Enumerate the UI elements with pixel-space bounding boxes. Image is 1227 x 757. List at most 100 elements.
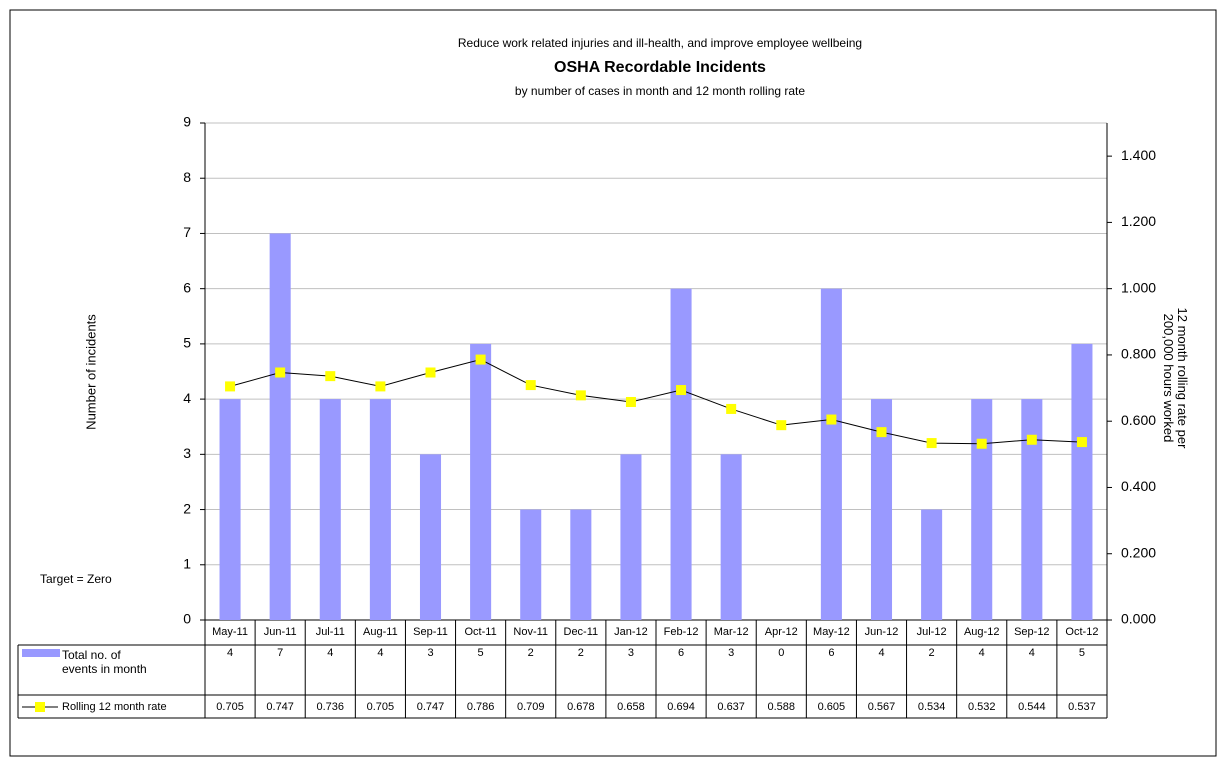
table-value: 0.532 <box>968 701 996 713</box>
bar <box>870 399 893 620</box>
x-tick-label: Aug-12 <box>964 626 999 638</box>
x-tick-label: Jun-12 <box>865 626 899 638</box>
rate-marker <box>726 403 737 414</box>
table-value: 0.736 <box>317 701 345 713</box>
chart-supertitle: Reduce work related injuries and ill-hea… <box>458 36 862 50</box>
table-value: 0.637 <box>717 701 745 713</box>
bar <box>921 509 943 620</box>
y2-tick-label: 1.000 <box>1121 279 1156 295</box>
table-value: 4 <box>1029 647 1035 659</box>
x-tick-label: Jun-11 <box>264 626 297 638</box>
frame <box>9 9 1217 757</box>
table-value: 0.747 <box>417 701 445 713</box>
y2-tick-label: 0.800 <box>1121 346 1156 362</box>
rate-marker <box>1026 434 1037 445</box>
bar <box>1021 399 1043 620</box>
bar <box>1071 343 1093 620</box>
bar <box>470 343 492 620</box>
table-value: 4 <box>377 647 383 659</box>
bar <box>419 454 442 620</box>
x-tick-label: Feb-12 <box>664 626 699 638</box>
table-value: 0.747 <box>266 701 294 713</box>
table-value: 0.544 <box>1018 701 1046 713</box>
x-tick-label: Mar-12 <box>714 626 749 638</box>
bar <box>570 509 592 620</box>
y-tick-label: 9 <box>183 114 191 130</box>
y2-tick-label: 0.000 <box>1121 611 1156 627</box>
x-tick-label: Oct-12 <box>1065 626 1098 638</box>
y-axis-label: Number of incidents <box>83 314 98 430</box>
rate-marker <box>425 367 436 378</box>
table-value: 3 <box>427 647 433 659</box>
table-value: 3 <box>728 647 734 659</box>
table-value: 2 <box>929 647 935 659</box>
table-value: 5 <box>1079 647 1085 659</box>
y2-tick-label: 0.400 <box>1121 478 1156 494</box>
table-value: 0.694 <box>667 701 695 713</box>
table-value: 6 <box>678 647 684 659</box>
table-value: 0.786 <box>467 701 495 713</box>
y-tick-label: 1 <box>183 555 191 571</box>
rate-marker <box>475 354 486 365</box>
rate-marker <box>676 385 687 396</box>
y2-axis-label: 12 month rolling rate per 200,000 hours … <box>1161 307 1190 449</box>
table-value: 0.567 <box>868 701 896 713</box>
x-tick-label: Sep-12 <box>1014 626 1049 638</box>
x-tick-label: Jan-12 <box>614 626 648 638</box>
rate-marker <box>776 420 787 431</box>
rate-marker <box>575 390 586 401</box>
x-tick-label: Oct-11 <box>465 626 497 638</box>
legend-bar-label: Total no. of events in month <box>62 648 147 676</box>
y2-tick-label: 0.200 <box>1121 544 1156 560</box>
x-tick-label: Nov-11 <box>513 626 548 638</box>
table-value: 4 <box>227 647 233 659</box>
rate-marker <box>525 380 536 391</box>
rate-marker <box>275 367 286 378</box>
table-value: 6 <box>828 647 834 659</box>
rate-marker <box>375 381 386 392</box>
rate-marker <box>976 438 987 449</box>
bar <box>369 399 391 620</box>
bar <box>670 288 692 620</box>
table-value: 7 <box>277 647 283 659</box>
table-value: 4 <box>979 647 985 659</box>
bar <box>319 399 341 620</box>
bar <box>820 288 842 620</box>
x-tick-label: Jul-12 <box>917 626 947 638</box>
y2-tick-label: 0.600 <box>1121 412 1156 428</box>
bar <box>971 399 993 620</box>
x-tick-label: Apr-12 <box>765 626 798 638</box>
rate-marker <box>325 371 336 382</box>
table-value: 0.705 <box>367 701 395 713</box>
table-value: 4 <box>327 647 333 659</box>
x-tick-label: Sep-11 <box>413 626 448 638</box>
x-tick-label: May-11 <box>212 626 248 638</box>
rate-marker <box>926 438 937 449</box>
chart-subtitle: by number of cases in month and 12 month… <box>515 84 805 98</box>
table-value: 2 <box>578 647 584 659</box>
table-value: 0.537 <box>1068 701 1096 713</box>
table-value: 0.534 <box>918 701 946 713</box>
table-value: 0.678 <box>567 701 595 713</box>
table-value: 5 <box>478 647 484 659</box>
table-value: 0.605 <box>818 701 846 713</box>
annotation: Target = Zero <box>40 572 112 586</box>
y-tick-label: 2 <box>183 500 191 516</box>
bar <box>219 399 241 620</box>
table-value: 0 <box>778 647 784 659</box>
x-tick-label: Aug-11 <box>363 626 398 638</box>
x-tick-label: May-12 <box>813 626 850 638</box>
table-value: 0.705 <box>216 701 244 713</box>
legend-line-label: Rolling 12 month rate <box>62 701 167 713</box>
bar <box>720 454 742 620</box>
table-value: 0.658 <box>617 701 645 713</box>
y2-tick-label: 1.200 <box>1121 213 1156 229</box>
chart-title: OSHA Recordable Incidents <box>554 59 766 76</box>
bar <box>520 509 542 620</box>
bar <box>620 454 642 620</box>
y-tick-label: 7 <box>183 224 191 240</box>
rate-marker <box>625 396 636 407</box>
x-tick-label: Jul-11 <box>316 626 345 638</box>
table-value: 3 <box>628 647 634 659</box>
